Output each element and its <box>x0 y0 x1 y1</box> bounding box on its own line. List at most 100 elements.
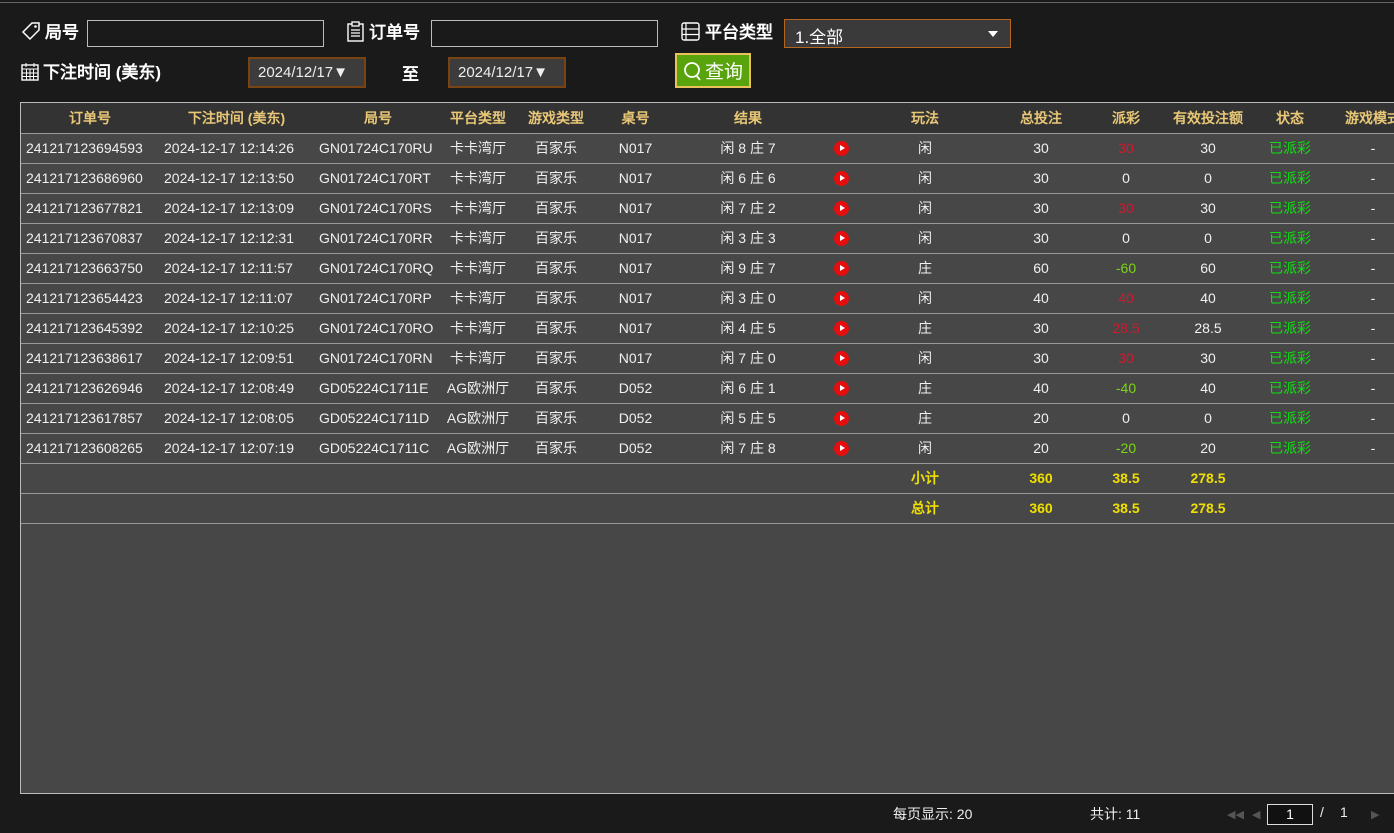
play-icon[interactable] <box>833 291 849 307</box>
page-input[interactable]: 1 <box>1267 804 1313 825</box>
play-icon[interactable] <box>833 381 849 397</box>
play-icon[interactable] <box>833 141 849 157</box>
cell-total-bet: 20 <box>991 403 1091 434</box>
cell-replay[interactable] <box>823 163 859 194</box>
table-row: 241217123645392 2024-12-17 12:10:25 GN0172… <box>21 313 1394 344</box>
next-page-icon[interactable]: ▶ <box>1371 809 1380 821</box>
cell-table-no: N017 <box>598 343 673 374</box>
cell-replay[interactable] <box>823 253 859 284</box>
time-label-text: 下注时间 (美东) <box>43 63 162 82</box>
cell-game-mode: - <box>1325 193 1394 224</box>
play-icon[interactable] <box>833 441 849 457</box>
page-size-label: 每页显示: 20 <box>893 806 973 822</box>
header-payout: 派彩 <box>1091 103 1161 134</box>
play-icon[interactable] <box>833 231 849 247</box>
play-icon[interactable] <box>833 351 849 367</box>
play-icon[interactable] <box>833 201 849 217</box>
cell-valid-bet: 40 <box>1161 373 1255 404</box>
cell-round-no: GN01724C170RQ <box>314 253 442 284</box>
cell-round-no: GN01724C170RP <box>314 283 442 314</box>
cell-replay[interactable] <box>823 373 859 404</box>
cell-status: 已派彩 <box>1255 133 1325 164</box>
cell-round-no: GN01724C170RO <box>314 313 442 344</box>
cell-platform: AG欧洲厅 <box>442 433 514 464</box>
cell-replay[interactable] <box>823 223 859 254</box>
cell-status: 已派彩 <box>1255 283 1325 314</box>
cell-platform: AG欧洲厅 <box>442 403 514 434</box>
total-spacer <box>21 493 859 524</box>
table-row: 241217123670837 2024-12-17 12:12:31 GN0172… <box>21 223 1394 254</box>
cell-replay[interactable] <box>823 133 859 164</box>
list-icon <box>681 21 700 41</box>
cell-order-no: 241217123686960 <box>21 163 159 194</box>
cell-payout: -60 <box>1091 253 1161 284</box>
query-button-label: 查询 <box>704 62 743 83</box>
total-payout: 38.5 <box>1091 493 1161 524</box>
cell-replay[interactable] <box>823 343 859 374</box>
date-to-picker[interactable]: 2024/12/17▼ <box>448 57 566 88</box>
header-total-bet: 总投注 <box>991 103 1091 134</box>
round-input[interactable] <box>87 20 324 47</box>
cell-game-type: 百家乐 <box>514 163 598 194</box>
subtotal-valid-bet: 278.5 <box>1161 463 1255 494</box>
cell-status: 已派彩 <box>1255 223 1325 254</box>
play-icon[interactable] <box>833 261 849 277</box>
play-icon[interactable] <box>833 411 849 427</box>
table-row: 241217123654423 2024-12-17 12:11:07 GN0172… <box>21 283 1394 314</box>
cell-payout: 0 <box>1091 163 1161 194</box>
first-page-icon[interactable]: ◀◀ <box>1227 809 1244 821</box>
order-label: 订单号 <box>346 18 420 43</box>
platform-select[interactable]: 1.全部 <box>784 19 1011 48</box>
cell-status: 已派彩 <box>1255 433 1325 464</box>
total-valid-bet: 278.5 <box>1161 493 1255 524</box>
cell-replay[interactable] <box>823 433 859 464</box>
cell-bet-type: 闲 <box>859 163 991 194</box>
cell-platform: 卡卡湾厅 <box>442 343 514 374</box>
cell-replay[interactable] <box>823 193 859 224</box>
cell-replay[interactable] <box>823 403 859 434</box>
cell-game-type: 百家乐 <box>514 313 598 344</box>
cell-status: 已派彩 <box>1255 193 1325 224</box>
cell-result: 闲 3 庄 3 <box>673 223 823 254</box>
order-input[interactable] <box>431 20 658 47</box>
cell-payout: 0 <box>1091 403 1161 434</box>
cell-result: 闲 9 庄 7 <box>673 253 823 284</box>
cell-table-no: N017 <box>598 133 673 164</box>
cell-table-no: N017 <box>598 283 673 314</box>
query-button[interactable]: 查询 <box>675 53 751 88</box>
cell-round-no: GD05224C1711C <box>314 433 442 464</box>
date-from-picker[interactable]: 2024/12/17▼ <box>248 57 366 88</box>
header-replay <box>823 103 859 134</box>
cell-order-no: 241217123626946 <box>21 373 159 404</box>
cell-replay[interactable] <box>823 283 859 314</box>
cell-platform: 卡卡湾厅 <box>442 313 514 344</box>
cell-game-type: 百家乐 <box>514 193 598 224</box>
total-row: 总计 360 38.5 278.5 <box>21 493 1394 524</box>
header-table-no: 桌号 <box>598 103 673 134</box>
table-row: 241217123663750 2024-12-17 12:11:57 GN0172… <box>21 253 1394 284</box>
cell-replay[interactable] <box>823 313 859 344</box>
table-row: 241217123617857 2024-12-17 12:08:05 GD0522… <box>21 403 1394 434</box>
cell-bet-time: 2024-12-17 12:10:25 <box>159 313 314 344</box>
cell-game-type: 百家乐 <box>514 133 598 164</box>
cell-game-mode: - <box>1325 223 1394 254</box>
cell-payout: 40 <box>1091 283 1161 314</box>
search-icon <box>684 61 701 81</box>
order-label-text: 订单号 <box>369 23 420 42</box>
table-row: 241217123677821 2024-12-17 12:13:09 GN0172… <box>21 193 1394 224</box>
play-icon[interactable] <box>833 171 849 187</box>
cell-round-no: GN01724C170RT <box>314 163 442 194</box>
play-icon[interactable] <box>833 321 849 337</box>
cell-payout: 30 <box>1091 133 1161 164</box>
subtotal-spacer-end <box>1255 463 1394 494</box>
cell-total-bet: 40 <box>991 373 1091 404</box>
cell-bet-type: 庄 <box>859 403 991 434</box>
cell-valid-bet: 30 <box>1161 343 1255 374</box>
total-pages: 1 <box>1340 804 1348 820</box>
header-order-no: 订单号 <box>21 103 159 134</box>
cell-total-bet: 30 <box>991 343 1091 374</box>
prev-page-icon[interactable]: ◀ <box>1252 809 1261 821</box>
cell-total-bet: 30 <box>991 193 1091 224</box>
cell-platform: 卡卡湾厅 <box>442 283 514 314</box>
total-count: 共计: 11 <box>1090 806 1141 822</box>
